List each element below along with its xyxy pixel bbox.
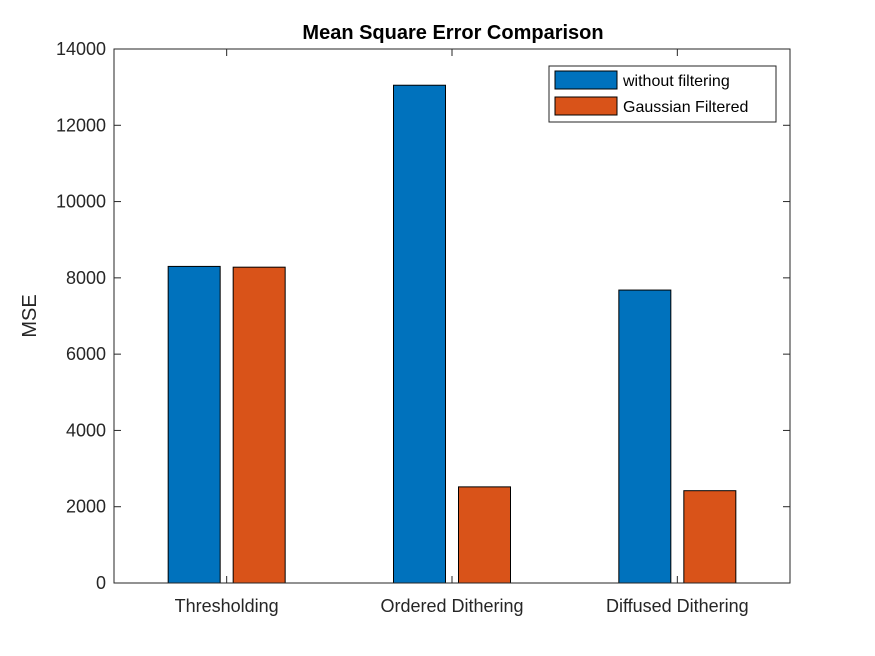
x-tick-label-thresholding: Thresholding <box>175 596 279 616</box>
legend-swatch-0 <box>554 70 618 90</box>
y-tick-label-0: 0 <box>96 573 106 593</box>
x-tick-label-diffused-dithering: Diffused Dithering <box>606 596 749 616</box>
y-tick-label-4000: 4000 <box>66 420 106 440</box>
legend: without filtering Gaussian Filtered <box>548 65 777 123</box>
y-axis-label: MSE <box>19 294 41 337</box>
y-tick-label-12000: 12000 <box>56 115 106 135</box>
legend-label-0: without filtering <box>622 73 730 90</box>
bar-ordered-dithering-gaussian-filtered <box>458 486 511 584</box>
axes-group: 0 2000 4000 6000 8000 10000 12000 14000 Threshol… <box>56 39 791 616</box>
y-tick-label-14000: 14000 <box>56 39 106 59</box>
bar-diffused-dithering-without-filtering <box>618 289 672 584</box>
y-tick-label-2000: 2000 <box>66 497 106 517</box>
bar-diffused-dithering-gaussian-filtered <box>683 490 737 584</box>
bar-thresholding-without-filtering <box>167 265 221 584</box>
y-tick-label-10000: 10000 <box>56 192 106 212</box>
x-tick-label-ordered-dithering: Ordered Dithering <box>380 596 523 616</box>
y-tick-label-6000: 6000 <box>66 344 106 364</box>
bar-thresholding-gaussian-filtered <box>232 266 286 584</box>
y-tick-label-8000: 8000 <box>66 268 106 288</box>
bar-ordered-dithering-without-filtering <box>393 84 446 584</box>
bars-group <box>167 84 737 584</box>
chart-title: Mean Square Error Comparison <box>302 22 603 44</box>
legend-label-1: Gaussian Filtered <box>623 99 748 116</box>
legend-swatch-1 <box>554 96 618 116</box>
